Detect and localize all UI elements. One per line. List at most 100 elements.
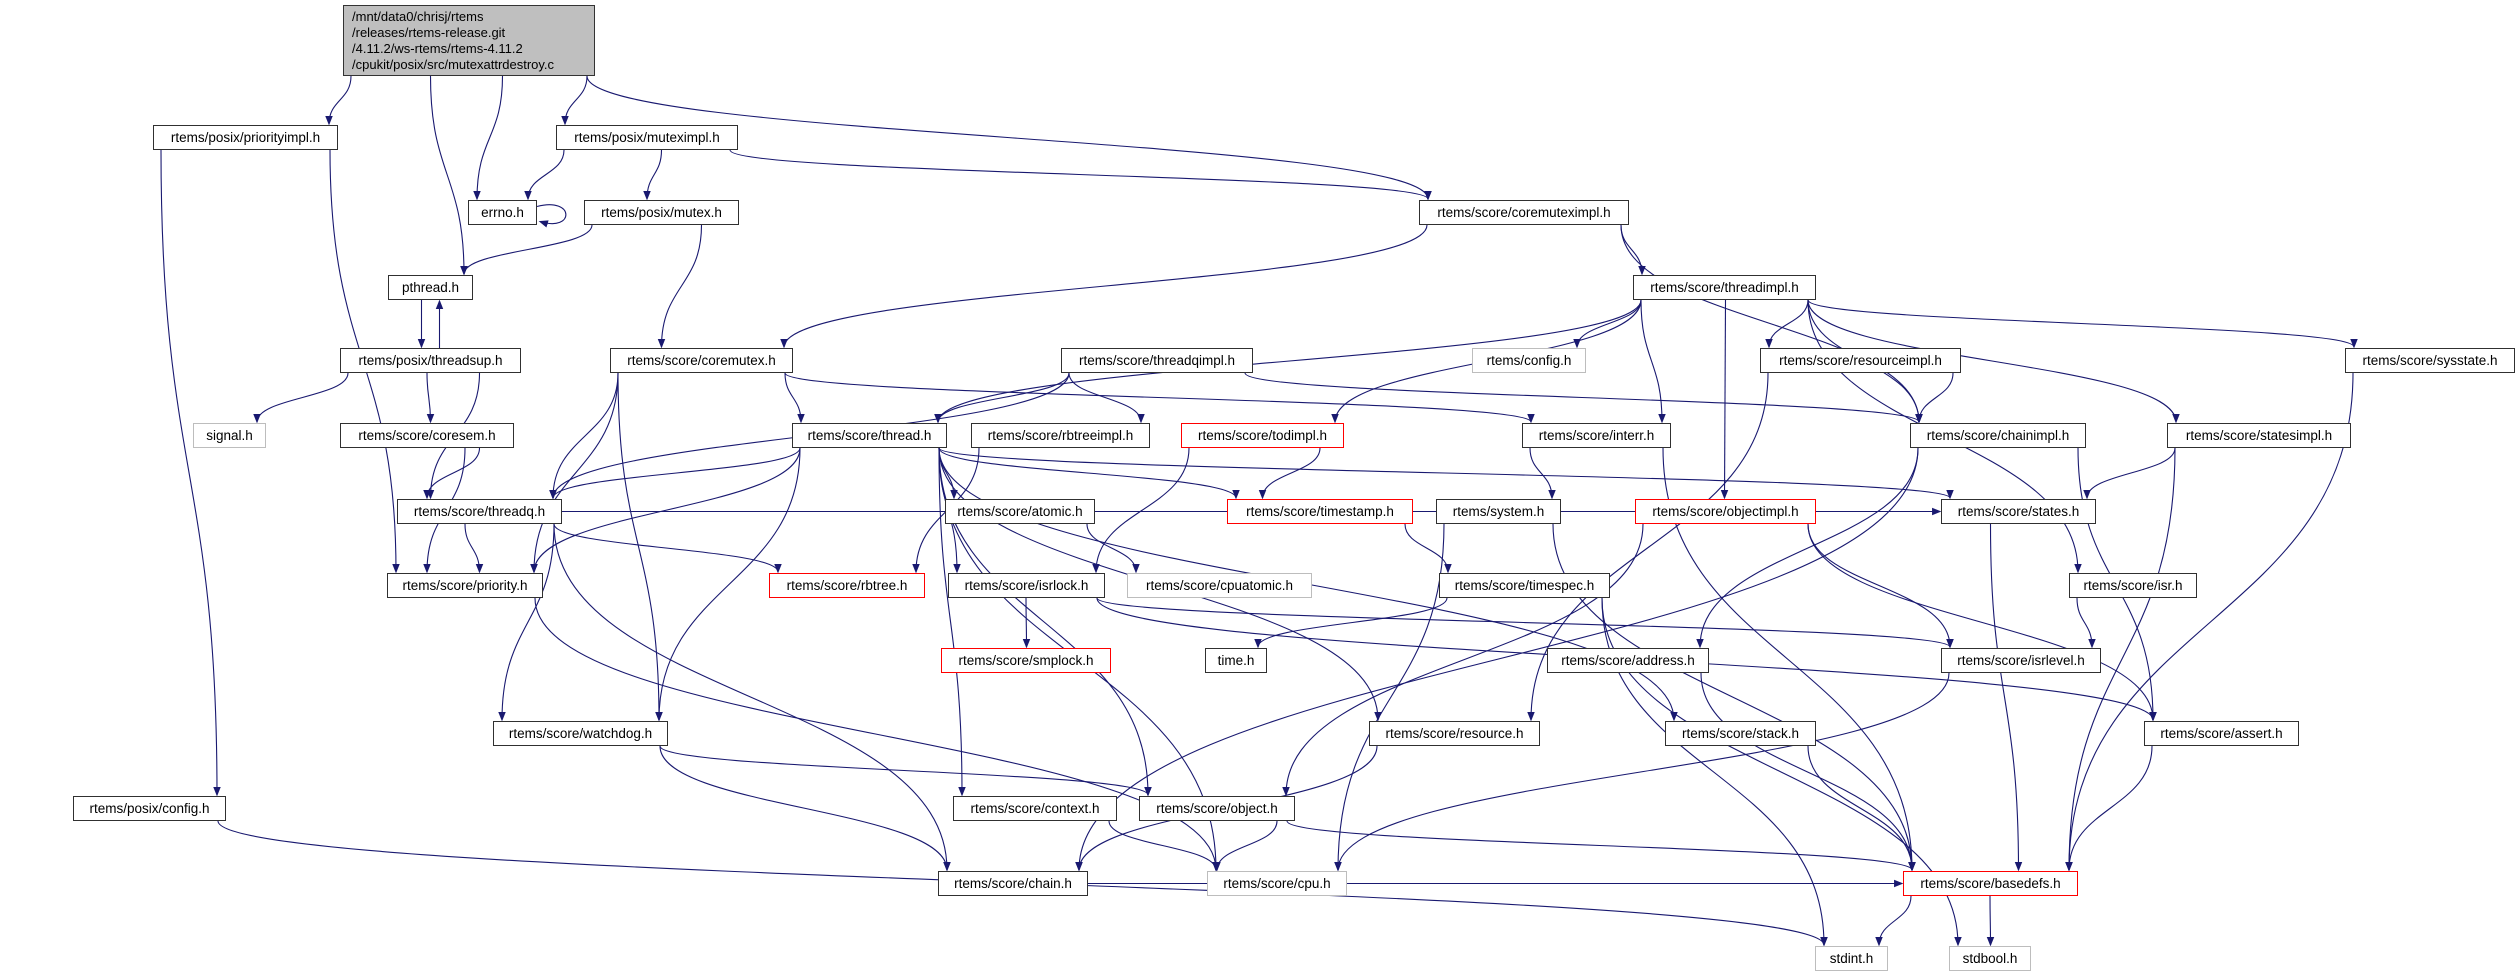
- edge-todimpl-to-timestamp: [1258, 447, 1321, 500]
- edge-threadimpl-to-thread: [934, 299, 1642, 424]
- graph-node-priority[interactable]: rtems/score/priority.h: [387, 573, 543, 598]
- graph-node-resource[interactable]: rtems/score/resource.h: [1369, 721, 1540, 746]
- graph-node-isrlock[interactable]: rtems/score/isrlock.h: [948, 573, 1105, 598]
- graph-node-smplock[interactable]: rtems/score/smplock.h: [941, 648, 1111, 673]
- edge-threadimpl-to-rtemsconfig: [1573, 299, 1642, 349]
- edge-threadimpl-to-resourceimpl: [1765, 299, 1809, 349]
- edge-timestamp-to-timespec: [1404, 523, 1452, 574]
- edge-threadqimpl-to-chainimpl: [1244, 372, 1923, 424]
- edge-thread-to-timestamp: [938, 447, 1240, 500]
- edge-threadq-to-chain: [553, 523, 951, 872]
- graph-node-context[interactable]: rtems/score/context.h: [953, 796, 1117, 821]
- graph-node-states[interactable]: rtems/score/states.h: [1941, 499, 2096, 524]
- graph-node-address[interactable]: rtems/score/address.h: [1547, 648, 1709, 673]
- graph-node-pthread[interactable]: pthread.h: [388, 275, 473, 300]
- edge-root-to-priorityimpl: [325, 75, 352, 126]
- edge-basedefs-to-stdbool: [1986, 895, 1995, 947]
- graph-node-stdint: stdint.h: [1815, 946, 1888, 971]
- graph-node-muteximpl[interactable]: rtems/posix/muteximpl.h: [556, 125, 738, 150]
- graph-node-sysstate[interactable]: rtems/score/sysstate.h: [2345, 348, 2515, 373]
- graph-node-coresem[interactable]: rtems/score/coresem.h: [340, 423, 514, 448]
- graph-node-system[interactable]: rtems/system.h: [1436, 499, 1561, 524]
- graph-node-time[interactable]: time.h: [1205, 648, 1267, 673]
- edge-mutex-to-pthread: [460, 224, 593, 276]
- edge-thread-to-context: [938, 447, 966, 797]
- graph-node-assert[interactable]: rtems/score/assert.h: [2144, 721, 2299, 746]
- graph-node-coremuteximpl[interactable]: rtems/score/coremuteximpl.h: [1419, 200, 1629, 225]
- edge-statesimpl-to-basedefs: [2065, 447, 2176, 872]
- edge-threadqimpl-to-rbtreeimpl: [1068, 372, 1145, 424]
- edge-coremutex-to-interr: [784, 372, 1535, 424]
- edge-address-to-basedefs: [1700, 672, 1916, 872]
- graph-node-stack[interactable]: rtems/score/stack.h: [1665, 721, 1816, 746]
- edge-threadqimpl-to-thread: [934, 372, 1070, 424]
- graph-node-posixconfig[interactable]: rtems/posix/config.h: [73, 796, 226, 821]
- graph-node-priorityimpl[interactable]: rtems/posix/priorityimpl.h: [153, 125, 338, 150]
- graph-node-rbtree[interactable]: rtems/score/rbtree.h: [769, 573, 925, 598]
- graph-node-basedefs[interactable]: rtems/score/basedefs.h: [1903, 871, 2078, 896]
- graph-node-threadqimpl[interactable]: rtems/score/threadqimpl.h: [1061, 348, 1253, 373]
- graph-node-objectimpl[interactable]: rtems/score/objectimpl.h: [1635, 499, 1816, 524]
- graph-node-chain[interactable]: rtems/score/chain.h: [938, 871, 1088, 896]
- edge-basedefs-to-stdint: [1875, 895, 1912, 947]
- edge-threadq-to-watchdog: [498, 523, 555, 722]
- graph-node-timespec[interactable]: rtems/score/timespec.h: [1439, 573, 1610, 598]
- graph-node-isrlevel[interactable]: rtems/score/isrlevel.h: [1941, 648, 2101, 673]
- edge-resourceimpl-to-chainimpl: [1915, 372, 1954, 424]
- edge-coremuteximpl-to-threadimpl: [1620, 224, 1646, 276]
- graph-node-watchdog[interactable]: rtems/score/watchdog.h: [493, 721, 668, 746]
- edge-threadimpl-to-statesimpl: [1807, 299, 2180, 424]
- edge-sysstate-to-basedefs: [2065, 372, 2354, 872]
- graph-node-errno[interactable]: errno.h: [468, 200, 537, 225]
- edge-stack-to-basedefs: [1807, 745, 1916, 872]
- graph-node-timestamp[interactable]: rtems/score/timestamp.h: [1227, 499, 1413, 524]
- graph-node-isr[interactable]: rtems/score/isr.h: [2069, 573, 2197, 598]
- edge-isrlevel-to-cpu: [1334, 672, 1950, 872]
- edge-objectimpl-to-assert: [1807, 523, 2157, 722]
- edge-object-to-basedefs: [1286, 820, 1916, 872]
- edge-object-to-cpu: [1213, 820, 1278, 872]
- edge-threadsup-to-signal: [253, 372, 349, 424]
- graph-node-threadsup[interactable]: rtems/posix/threadsup.h: [340, 348, 521, 373]
- graph-node-statesimpl[interactable]: rtems/score/statesimpl.h: [2167, 423, 2351, 448]
- edge-threadq-to-rbtree: [553, 523, 782, 574]
- edge-thread-to-atomic: [938, 447, 958, 500]
- edge-todimpl-to-isrlock: [1092, 447, 1190, 574]
- graph-node-mutex[interactable]: rtems/posix/mutex.h: [584, 200, 739, 225]
- graph-root-file-node: /mnt/data0/chrisj/rtems/releases/rtems-r…: [343, 5, 595, 76]
- graph-node-threadimpl[interactable]: rtems/score/threadimpl.h: [1633, 275, 1816, 300]
- graph-node-thread[interactable]: rtems/score/thread.h: [792, 423, 947, 448]
- edge-threadsup-to-coresem: [426, 372, 435, 424]
- graph-node-coremutex[interactable]: rtems/score/coremutex.h: [610, 348, 793, 373]
- edge-coresem-to-threadq: [423, 447, 481, 500]
- edge-threadq-to-priority: [464, 523, 484, 574]
- graph-node-object[interactable]: rtems/score/object.h: [1139, 796, 1295, 821]
- graph-node-todimpl[interactable]: rtems/score/todimpl.h: [1181, 423, 1344, 448]
- graph-node-cpu: rtems/score/cpu.h: [1207, 871, 1347, 896]
- edge-isrlock-to-smplock: [1022, 597, 1031, 649]
- graph-node-chainimpl[interactable]: rtems/score/chainimpl.h: [1910, 423, 2086, 448]
- graph-node-threadq[interactable]: rtems/score/threadq.h: [397, 499, 562, 524]
- graph-node-rtemsconfig: rtems/config.h: [1472, 348, 1586, 373]
- graph-node-rbtreeimpl[interactable]: rtems/score/rbtreeimpl.h: [971, 423, 1150, 448]
- edge-threadimpl-to-sysstate: [1807, 299, 2358, 349]
- edge-chainimpl-to-address: [1696, 447, 1919, 649]
- edge-system-to-cpu: [1334, 523, 1445, 872]
- edge-muteximpl-to-coremuteximpl: [729, 149, 1432, 201]
- edge-context-to-cpu: [1108, 820, 1220, 872]
- edge-coremutex-to-watchdog: [617, 372, 663, 722]
- edge-root-to-muteximpl: [561, 75, 588, 126]
- edge-objectimpl-to-object: [1282, 523, 1644, 797]
- edge-muteximpl-to-errno: [524, 149, 565, 201]
- edge-mutex-to-coremutex: [657, 224, 703, 349]
- edge-objectimpl-to-isrlevel: [1807, 523, 1954, 649]
- edge-coremutex-to-thread: [784, 372, 805, 424]
- edge-thread-to-states: [938, 447, 1954, 500]
- edge-root-to-errno: [473, 75, 504, 201]
- graph-node-atomic[interactable]: rtems/score/atomic.h: [945, 499, 1095, 524]
- edge-threadimpl-to-objectimpl: [1720, 299, 1729, 500]
- graph-node-interr[interactable]: rtems/score/interr.h: [1522, 423, 1671, 448]
- edge-resourceimpl-to-resource: [1527, 372, 1769, 722]
- graph-node-resourceimpl[interactable]: rtems/score/resourceimpl.h: [1760, 348, 1961, 373]
